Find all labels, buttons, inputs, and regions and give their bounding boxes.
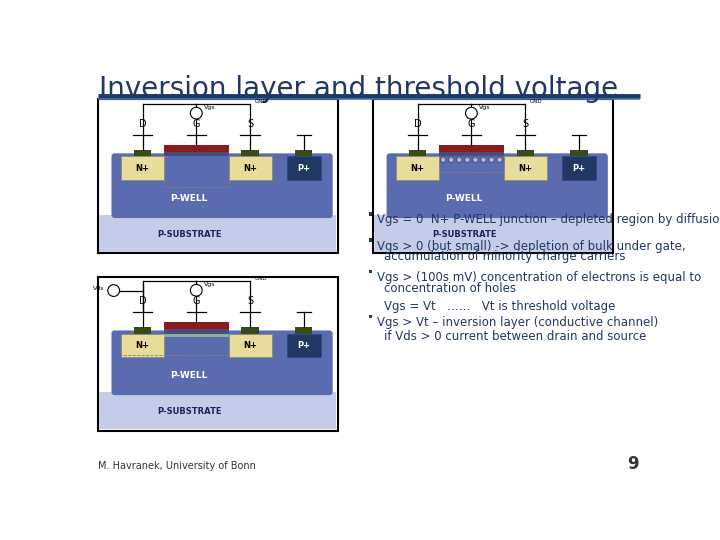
Bar <box>134 327 151 334</box>
Bar <box>369 212 372 215</box>
Text: P-WELL: P-WELL <box>171 194 208 203</box>
Bar <box>516 150 534 157</box>
Text: Vgs > 0 (but small) -> depletion of bulk under gate,: Vgs > 0 (but small) -> depletion of bulk… <box>377 240 685 253</box>
Bar <box>369 239 372 242</box>
Text: D: D <box>139 296 146 306</box>
Bar <box>374 215 611 252</box>
Circle shape <box>190 285 202 296</box>
Bar <box>121 334 164 357</box>
Text: Vgs = Vt   ……   Vt is threshold voltage: Vgs = Vt …… Vt is threshold voltage <box>384 300 616 313</box>
Bar <box>373 99 613 253</box>
Text: Vds: Vds <box>93 286 104 291</box>
Bar <box>164 329 228 334</box>
Text: N+: N+ <box>410 164 425 173</box>
Text: 9: 9 <box>627 455 639 473</box>
Text: P+: P+ <box>297 341 310 350</box>
Text: accumulation of minority charge carriers: accumulation of minority charge carriers <box>384 251 626 264</box>
Circle shape <box>441 157 446 163</box>
Text: P+: P+ <box>297 164 310 173</box>
Bar <box>369 315 372 318</box>
Circle shape <box>489 157 495 163</box>
Bar <box>504 157 546 180</box>
Bar <box>439 152 504 157</box>
Circle shape <box>472 157 478 163</box>
Bar <box>295 150 312 157</box>
Bar <box>99 392 336 429</box>
Circle shape <box>464 157 470 163</box>
Circle shape <box>466 107 477 119</box>
Text: D: D <box>414 119 421 129</box>
FancyBboxPatch shape <box>112 330 333 395</box>
Bar <box>570 150 588 157</box>
Bar <box>164 322 228 329</box>
FancyBboxPatch shape <box>387 153 608 218</box>
Text: Inversion layer and threshold voltage: Inversion layer and threshold voltage <box>99 75 618 103</box>
Text: G: G <box>192 119 200 129</box>
Text: N+: N+ <box>135 341 150 350</box>
Text: S: S <box>247 296 253 306</box>
Circle shape <box>108 285 120 296</box>
Text: N+: N+ <box>243 164 257 173</box>
Text: Vgs: Vgs <box>204 105 215 110</box>
Text: S: S <box>522 119 528 129</box>
Circle shape <box>497 157 503 163</box>
Bar <box>369 270 372 273</box>
Text: P-SUBSTRATE: P-SUBSTRATE <box>432 230 496 239</box>
Text: if Vds > 0 current between drain and source: if Vds > 0 current between drain and sou… <box>384 330 647 343</box>
Bar <box>134 150 151 157</box>
Text: P+: P+ <box>572 164 585 173</box>
Bar <box>241 327 258 334</box>
Text: GND: GND <box>255 276 267 281</box>
Circle shape <box>190 107 202 119</box>
Text: P-WELL: P-WELL <box>446 194 483 203</box>
Text: N+: N+ <box>135 164 150 173</box>
Bar <box>99 215 336 252</box>
Bar <box>228 334 271 357</box>
Bar <box>241 150 258 157</box>
Bar <box>98 276 338 430</box>
Bar <box>562 157 596 180</box>
Text: GND: GND <box>530 99 543 104</box>
Text: D: D <box>139 119 146 129</box>
Bar <box>409 150 426 157</box>
Bar <box>396 157 439 180</box>
Text: P-SUBSTRATE: P-SUBSTRATE <box>157 230 221 239</box>
Bar <box>98 99 338 253</box>
Text: Vgs > Vt – inversion layer (conductive channel): Vgs > Vt – inversion layer (conductive c… <box>377 316 658 329</box>
Circle shape <box>449 157 454 163</box>
Text: Vgs: Vgs <box>204 282 215 287</box>
FancyBboxPatch shape <box>112 153 333 218</box>
Text: M. Havranek, University of Bonn: M. Havranek, University of Bonn <box>98 461 256 471</box>
Text: S: S <box>247 119 253 129</box>
Text: Vgs > (100s mV) concentration of electrons is equal to: Vgs > (100s mV) concentration of electro… <box>377 271 701 284</box>
Bar <box>287 334 321 357</box>
Text: N+: N+ <box>243 341 257 350</box>
Bar <box>121 157 164 180</box>
Text: Vgs = 0  N+ P-WELL junction – depleted region by diffusion: Vgs = 0 N+ P-WELL junction – depleted re… <box>377 213 720 226</box>
Text: Vgs: Vgs <box>479 105 490 110</box>
Bar <box>164 145 228 152</box>
Text: N+: N+ <box>518 164 532 173</box>
Text: concentration of holes: concentration of holes <box>384 282 516 295</box>
Bar <box>287 157 321 180</box>
Text: G: G <box>192 296 200 306</box>
Text: GND: GND <box>255 99 267 104</box>
Bar <box>164 334 228 338</box>
Circle shape <box>481 157 486 163</box>
Text: P-WELL: P-WELL <box>171 371 208 380</box>
Bar <box>295 327 312 334</box>
Bar <box>164 152 228 157</box>
Bar <box>439 145 504 152</box>
Text: P-SUBSTRATE: P-SUBSTRATE <box>157 407 221 416</box>
Circle shape <box>456 157 462 163</box>
Text: G: G <box>468 119 475 129</box>
Bar <box>228 157 271 180</box>
